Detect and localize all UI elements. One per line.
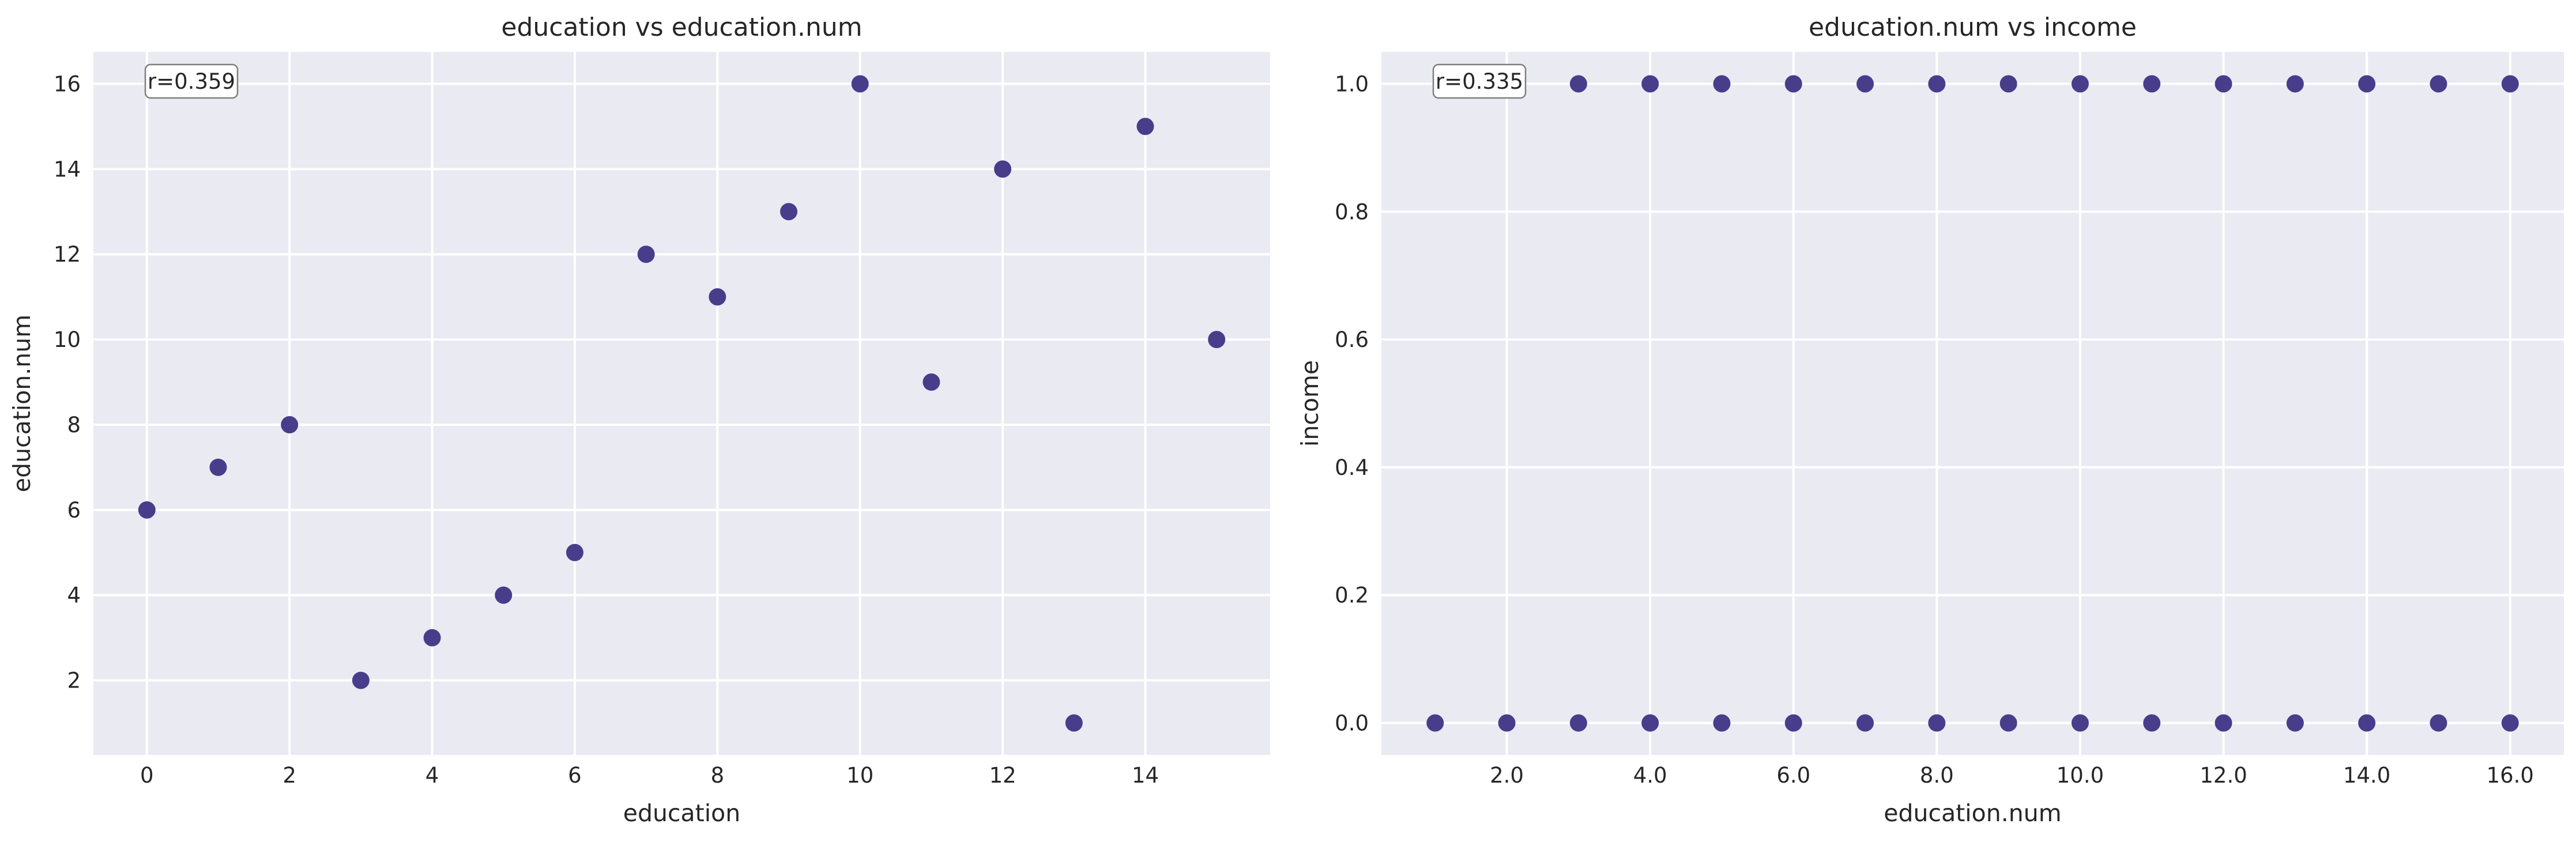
data-point <box>1784 75 1802 93</box>
data-point <box>281 416 299 433</box>
data-point <box>138 501 156 519</box>
data-point <box>2143 75 2161 93</box>
x-tick-label: 0 <box>140 763 154 788</box>
chart-title: education vs education.num <box>501 13 862 42</box>
x-tick-label: 10 <box>846 763 873 788</box>
data-point <box>2501 714 2519 732</box>
data-point <box>1928 75 1946 93</box>
x-tick-label: 12.0 <box>2200 763 2247 788</box>
chart-panel-1: 0 2 4 6 8 10 12 14 2 4 6 8 10 12 14 16 education vs educ… <box>8 13 1270 827</box>
y-tick-label: 0.0 <box>1335 711 1369 736</box>
data-point <box>1065 714 1083 732</box>
data-point <box>709 288 726 306</box>
x-tick-label: 16.0 <box>2487 763 2534 788</box>
correlation-annotation: r=0.335 <box>1436 69 1523 94</box>
x-tick-label: 8.0 <box>1920 763 1954 788</box>
data-point <box>1498 714 1516 732</box>
x-axis-label: education.num <box>1884 799 2061 827</box>
data-point <box>2358 75 2376 93</box>
correlation-annotation: r=0.359 <box>148 69 235 94</box>
x-tick-label: 6.0 <box>1776 763 1810 788</box>
data-point <box>1426 714 1444 732</box>
data-point <box>1856 75 1874 93</box>
x-tick-label: 6 <box>568 763 582 788</box>
data-point <box>2430 75 2447 93</box>
y-tick-label: 0.8 <box>1335 199 1369 224</box>
y-tick-label: 16 <box>54 71 81 96</box>
x-tick-label: 10.0 <box>2057 763 2104 788</box>
data-point <box>922 373 940 391</box>
x-tick-label: 14 <box>1132 763 1159 788</box>
data-point <box>2286 75 2304 93</box>
y-tick-label: 4 <box>67 583 81 608</box>
data-point <box>2215 75 2232 93</box>
data-point <box>637 246 655 263</box>
data-point <box>1641 714 1659 732</box>
y-tick-label: 6 <box>67 498 81 523</box>
data-point <box>2501 75 2519 93</box>
y-tick-label: 2 <box>67 669 81 693</box>
data-point <box>495 586 513 604</box>
chart-panel-2: 2.0 4.0 6.0 8.0 10.0 12.0 14.0 16.0 0.0 0.2 0.4 0.6… <box>1296 13 2564 827</box>
data-point <box>2071 75 2089 93</box>
y-axis-label: education.num <box>8 315 36 492</box>
data-point <box>1784 714 1802 732</box>
data-point <box>566 543 583 561</box>
data-point <box>1569 75 1587 93</box>
data-point <box>2215 714 2232 732</box>
x-tick-label: 14.0 <box>2343 763 2390 788</box>
data-point <box>2358 714 2376 732</box>
data-point <box>1999 75 2017 93</box>
chart-title: education.num vs income <box>1809 13 2137 42</box>
data-point <box>1713 714 1731 732</box>
data-point <box>352 671 370 689</box>
y-tick-label: 8 <box>67 413 81 437</box>
x-tick-label: 2.0 <box>1490 763 1524 788</box>
y-tick-label: 10 <box>54 327 81 352</box>
data-point <box>423 629 441 647</box>
data-point <box>1713 75 1731 93</box>
data-point <box>1928 714 1946 732</box>
data-point <box>209 458 227 476</box>
plot-area <box>93 52 1270 755</box>
data-point <box>1136 118 1154 135</box>
y-tick-label: 14 <box>54 157 81 182</box>
correlation-annotation-box <box>144 63 239 99</box>
data-point <box>2430 714 2447 732</box>
x-axis-label: education <box>623 799 740 827</box>
data-point <box>1569 714 1587 732</box>
x-tick-label: 4 <box>425 763 439 788</box>
y-tick-label: 1.0 <box>1335 71 1369 96</box>
correlation-annotation-box <box>1432 63 1527 99</box>
data-point <box>780 203 798 221</box>
data-point <box>994 160 1012 178</box>
x-tick-label: 4.0 <box>1633 763 1667 788</box>
x-tick-label: 2 <box>283 763 296 788</box>
data-point <box>1856 714 1874 732</box>
data-point <box>1208 331 1226 349</box>
data-point <box>2071 714 2089 732</box>
data-point <box>2143 714 2161 732</box>
data-point <box>1999 714 2017 732</box>
x-tick-label: 12 <box>989 763 1016 788</box>
y-tick-label: 0.4 <box>1335 455 1369 480</box>
x-tick-label: 8 <box>711 763 725 788</box>
data-point <box>1641 75 1659 93</box>
y-axis-label: income <box>1296 360 1324 447</box>
y-tick-label: 12 <box>54 242 81 267</box>
y-tick-label: 0.2 <box>1335 583 1369 608</box>
data-point <box>851 75 869 93</box>
plot-area <box>1381 52 2564 755</box>
y-tick-label: 0.6 <box>1335 327 1369 352</box>
data-point <box>2286 714 2304 732</box>
